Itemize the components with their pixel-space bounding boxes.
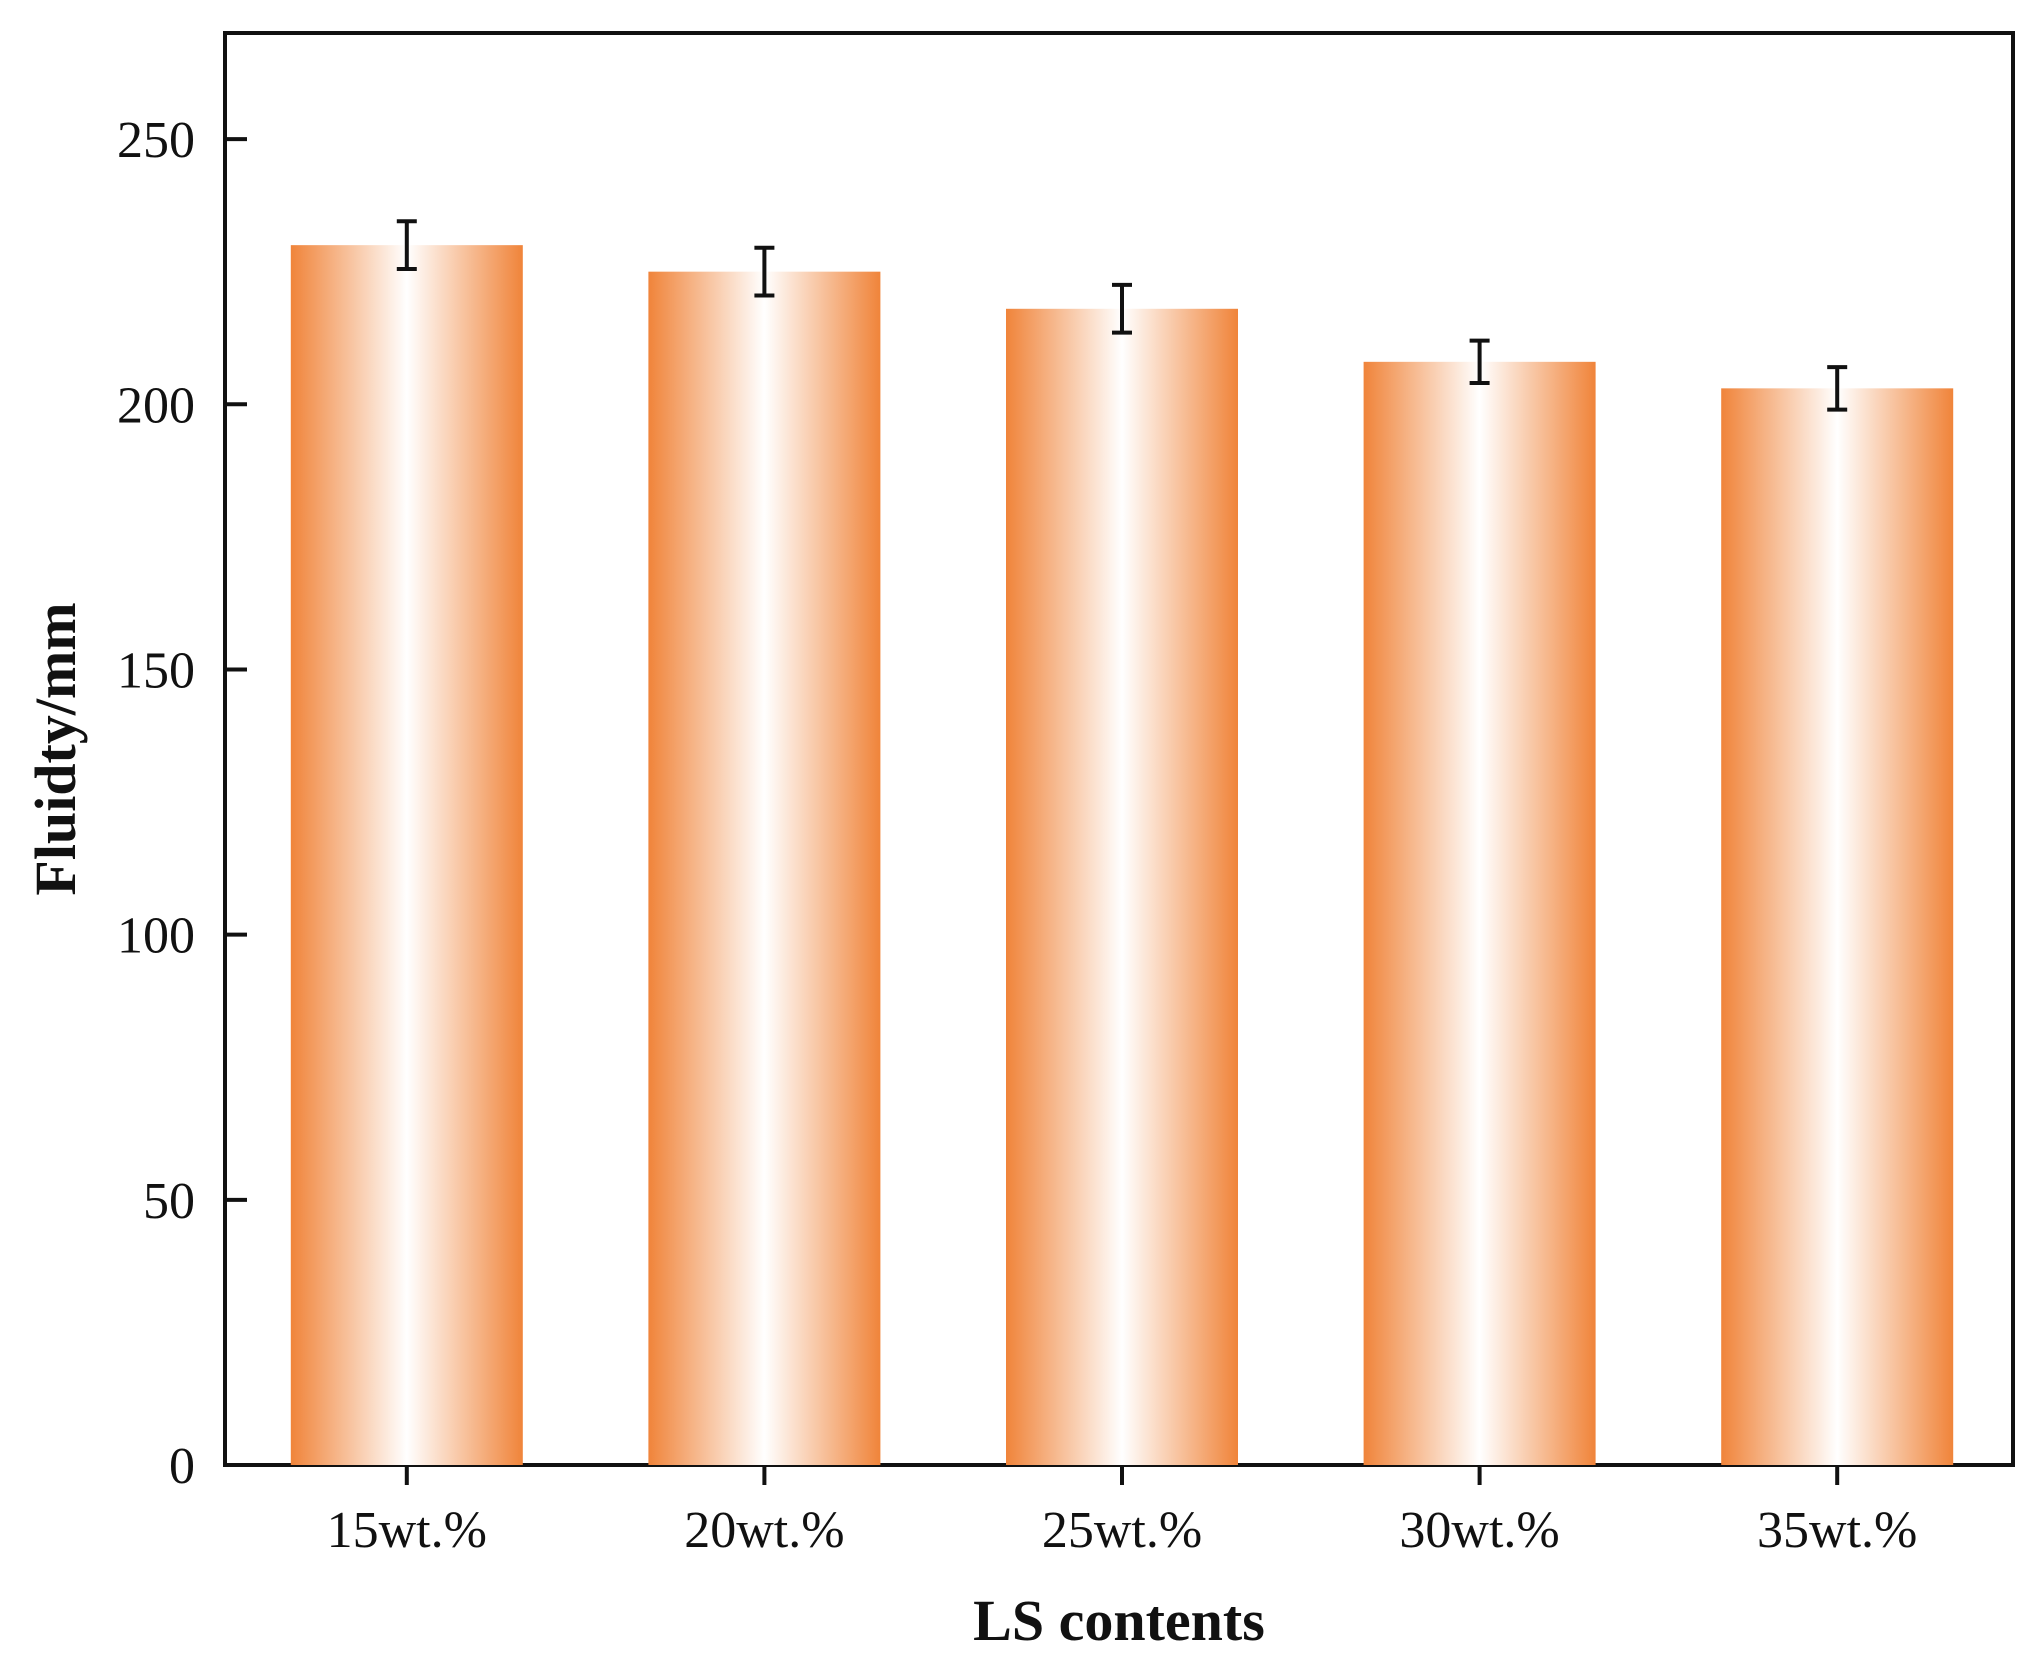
error-bar bbox=[1112, 282, 1132, 335]
x-tick-label: 25wt.% bbox=[1042, 1502, 1202, 1559]
bar bbox=[1721, 388, 1954, 1465]
y-axis-ticks: 0 50 100 150 200 250 bbox=[117, 112, 247, 1495]
x-axis-ticks: 15wt.% 20wt.% 25wt.% 30wt.% 35wt.% bbox=[327, 1465, 1917, 1559]
bar bbox=[648, 271, 881, 1466]
bars bbox=[290, 245, 1954, 1466]
y-tick-label: 200 bbox=[117, 377, 195, 434]
x-tick-label: 15wt.% bbox=[327, 1502, 487, 1559]
y-tick-label: 150 bbox=[117, 642, 195, 699]
y-tick-label: 0 bbox=[169, 1438, 195, 1495]
y-tick-label: 100 bbox=[117, 908, 195, 965]
x-axis-title: LS contents bbox=[973, 1588, 1265, 1653]
bar bbox=[1006, 308, 1238, 1465]
bar bbox=[290, 245, 523, 1465]
y-axis-title: Fluidty/mm bbox=[23, 602, 88, 895]
error-bar bbox=[396, 219, 417, 272]
error-bar bbox=[754, 245, 775, 298]
x-tick-label: 20wt.% bbox=[684, 1502, 844, 1559]
y-tick-label: 50 bbox=[143, 1173, 195, 1230]
error-bar bbox=[1469, 338, 1490, 386]
error-bars bbox=[396, 219, 1848, 412]
y-tick-label: 250 bbox=[117, 112, 195, 169]
error-bar bbox=[1827, 365, 1848, 412]
bar bbox=[1363, 361, 1596, 1466]
x-tick-label: 35wt.% bbox=[1757, 1502, 1917, 1559]
x-tick-label: 30wt.% bbox=[1399, 1502, 1559, 1559]
